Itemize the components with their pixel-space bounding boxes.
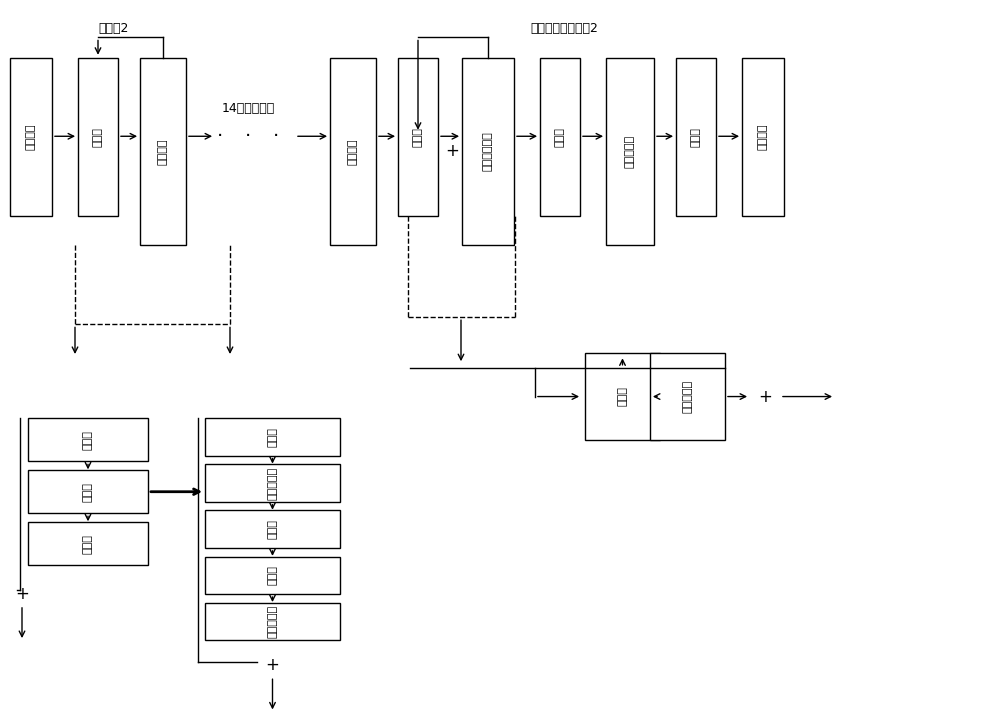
FancyBboxPatch shape (585, 353, 660, 440)
Text: 卷积层: 卷积层 (267, 565, 277, 585)
FancyBboxPatch shape (606, 58, 654, 245)
FancyBboxPatch shape (205, 464, 340, 502)
FancyBboxPatch shape (742, 58, 784, 216)
Text: 残差模块: 残差模块 (348, 138, 358, 164)
FancyBboxPatch shape (10, 58, 52, 216)
Text: 图像上采样倍数：2: 图像上采样倍数：2 (530, 22, 598, 35)
FancyBboxPatch shape (205, 510, 340, 548)
FancyBboxPatch shape (205, 557, 340, 594)
Text: ·: · (273, 127, 279, 146)
FancyBboxPatch shape (540, 58, 580, 216)
FancyBboxPatch shape (28, 522, 148, 565)
FancyBboxPatch shape (398, 58, 438, 216)
Text: 卷积层: 卷积层 (617, 386, 628, 407)
Text: 14个残差模块: 14个残差模块 (221, 102, 275, 115)
Text: +: + (445, 143, 459, 160)
Text: +: + (266, 657, 279, 674)
Text: 卷积层: 卷积层 (555, 127, 565, 147)
Text: 卷积层: 卷积层 (83, 534, 93, 554)
FancyBboxPatch shape (140, 58, 186, 245)
Text: 激活层: 激活层 (83, 482, 93, 502)
Text: 图像上采样层: 图像上采样层 (483, 131, 493, 172)
Text: ·: · (245, 127, 251, 146)
FancyBboxPatch shape (78, 58, 118, 216)
Text: 卷积层: 卷积层 (691, 127, 701, 147)
FancyBboxPatch shape (28, 418, 148, 461)
FancyBboxPatch shape (650, 353, 725, 440)
FancyBboxPatch shape (205, 418, 340, 456)
FancyBboxPatch shape (676, 58, 716, 216)
Text: 特征调节层: 特征调节层 (267, 466, 277, 500)
Text: 步幅：2: 步幅：2 (98, 22, 128, 35)
Text: ·: · (217, 127, 223, 146)
Text: 激活函数层: 激活函数层 (625, 135, 635, 168)
Text: 特征调节层: 特征调节层 (267, 605, 277, 638)
Text: 卷积层: 卷积层 (413, 127, 423, 147)
Text: 卷积层: 卷积层 (83, 430, 93, 450)
Text: 卷积层: 卷积层 (93, 127, 103, 147)
Text: 特征调节层: 特征调节层 (682, 380, 692, 413)
FancyBboxPatch shape (330, 58, 376, 245)
Text: +: + (758, 388, 772, 405)
FancyBboxPatch shape (205, 603, 340, 640)
FancyBboxPatch shape (28, 470, 148, 513)
Text: 残差模块: 残差模块 (158, 138, 168, 164)
Text: 激活层: 激活层 (267, 519, 277, 539)
Text: 图像输出: 图像输出 (758, 124, 768, 150)
Text: 卷积层: 卷积层 (267, 427, 277, 447)
Text: 图像输入: 图像输入 (26, 124, 36, 150)
Text: +: + (15, 585, 29, 603)
FancyBboxPatch shape (462, 58, 514, 245)
